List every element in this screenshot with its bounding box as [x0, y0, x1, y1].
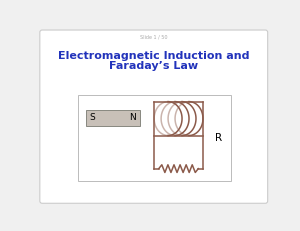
- FancyBboxPatch shape: [85, 110, 140, 125]
- Text: Slide 1 / 50: Slide 1 / 50: [140, 35, 167, 40]
- Text: S: S: [89, 113, 94, 122]
- Text: Faraday’s Law: Faraday’s Law: [109, 61, 198, 71]
- Bar: [78, 95, 231, 181]
- Text: R: R: [215, 133, 222, 143]
- Text: Electromagnetic Induction and: Electromagnetic Induction and: [58, 51, 250, 61]
- Text: N: N: [130, 113, 136, 122]
- FancyBboxPatch shape: [40, 30, 268, 203]
